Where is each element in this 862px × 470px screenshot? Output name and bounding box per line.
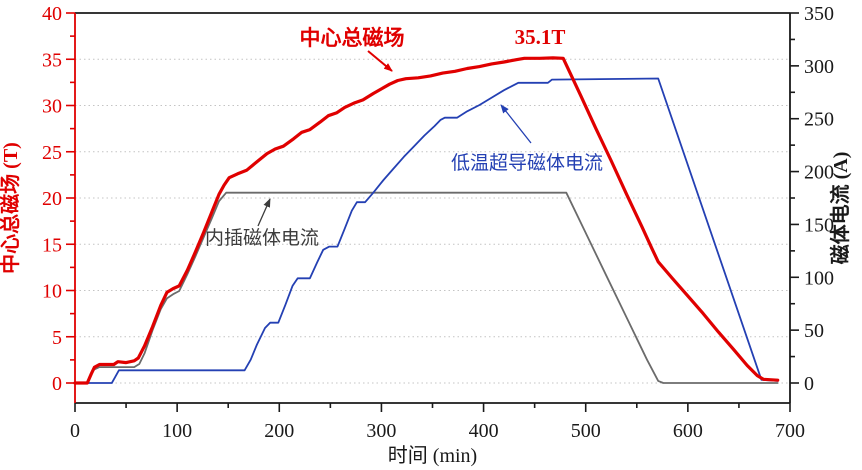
series-sc-magnet-current-line: [74, 77, 779, 384]
right-axis-tick-label: 50: [804, 320, 824, 342]
left-axis-tick-label: 10: [42, 281, 62, 303]
right-axis-tick-label: 0: [804, 373, 814, 395]
x-axis-tick-label: 200: [264, 420, 294, 442]
left-axis-tick-label: 15: [42, 234, 62, 256]
x-axis-tick-label: 0: [70, 420, 80, 442]
annotation-peak-value-label: 35.1T: [515, 25, 566, 49]
left-axis-tick-label: 25: [42, 142, 62, 164]
series-insert-magnet-current-line: [74, 191, 779, 384]
left-axis-tick-label: 0: [52, 373, 62, 395]
annotation-sc-magnet-label: 低温超导磁体电流: [451, 152, 603, 174]
x-axis-tick-label: 300: [366, 420, 396, 442]
x-axis-tick-label: 600: [673, 420, 703, 442]
left-axis-tick-label: 35: [42, 49, 62, 71]
annotation-insert-magnet-label-arrow: [257, 198, 271, 227]
annotation-center-field-label: 中心总磁场: [300, 26, 405, 50]
right-axis: 0 50 100 150 200 250 300 350 磁体电流 (A): [790, 3, 852, 395]
left-axis: 0 5 10 15 20 25 30 35 40 中心总磁场 (T): [0, 3, 75, 395]
x-axis-tick-label: 700: [775, 420, 805, 442]
right-axis-tick-label: 150: [804, 214, 834, 236]
left-axis-tick-label: 20: [42, 188, 62, 210]
right-axis-tick-label: 350: [804, 3, 834, 25]
left-axis-tick-label: 5: [52, 327, 62, 349]
annotations: 中心总磁场 35.1T 内插磁体电流 低温超导磁体电流: [205, 25, 603, 249]
right-axis-tick-label: 200: [804, 162, 834, 184]
x-axis: 0 100 200 300 400 500 600 700 时间 (min): [70, 403, 805, 467]
right-axis-tick-label: 100: [804, 267, 834, 289]
series-group: [73, 56, 780, 385]
right-axis-tick-label: 300: [804, 56, 834, 78]
right-axis-tick-label: 250: [804, 109, 834, 131]
x-axis-title: 时间 (min): [388, 444, 477, 467]
gridlines: [75, 58, 790, 384]
left-axis-title: 中心总磁场 (T): [0, 142, 22, 274]
x-axis-tick-label: 100: [162, 420, 192, 442]
left-axis-tick-label: 30: [42, 96, 62, 118]
annotation-sc-magnet-label-arrow: [500, 104, 532, 144]
right-axis-title: 磁体电流 (A): [828, 152, 852, 265]
plot-frame: [74, 12, 791, 404]
x-axis-tick-label: 500: [571, 420, 601, 442]
left-axis-tick-label: 40: [42, 3, 62, 25]
annotation-center-field-label-arrow: [367, 50, 393, 72]
annotation-insert-magnet-label: 内插磁体电流: [205, 227, 319, 249]
series-center-total-field-line: [73, 56, 780, 385]
x-axis-tick-label: 400: [469, 420, 499, 442]
